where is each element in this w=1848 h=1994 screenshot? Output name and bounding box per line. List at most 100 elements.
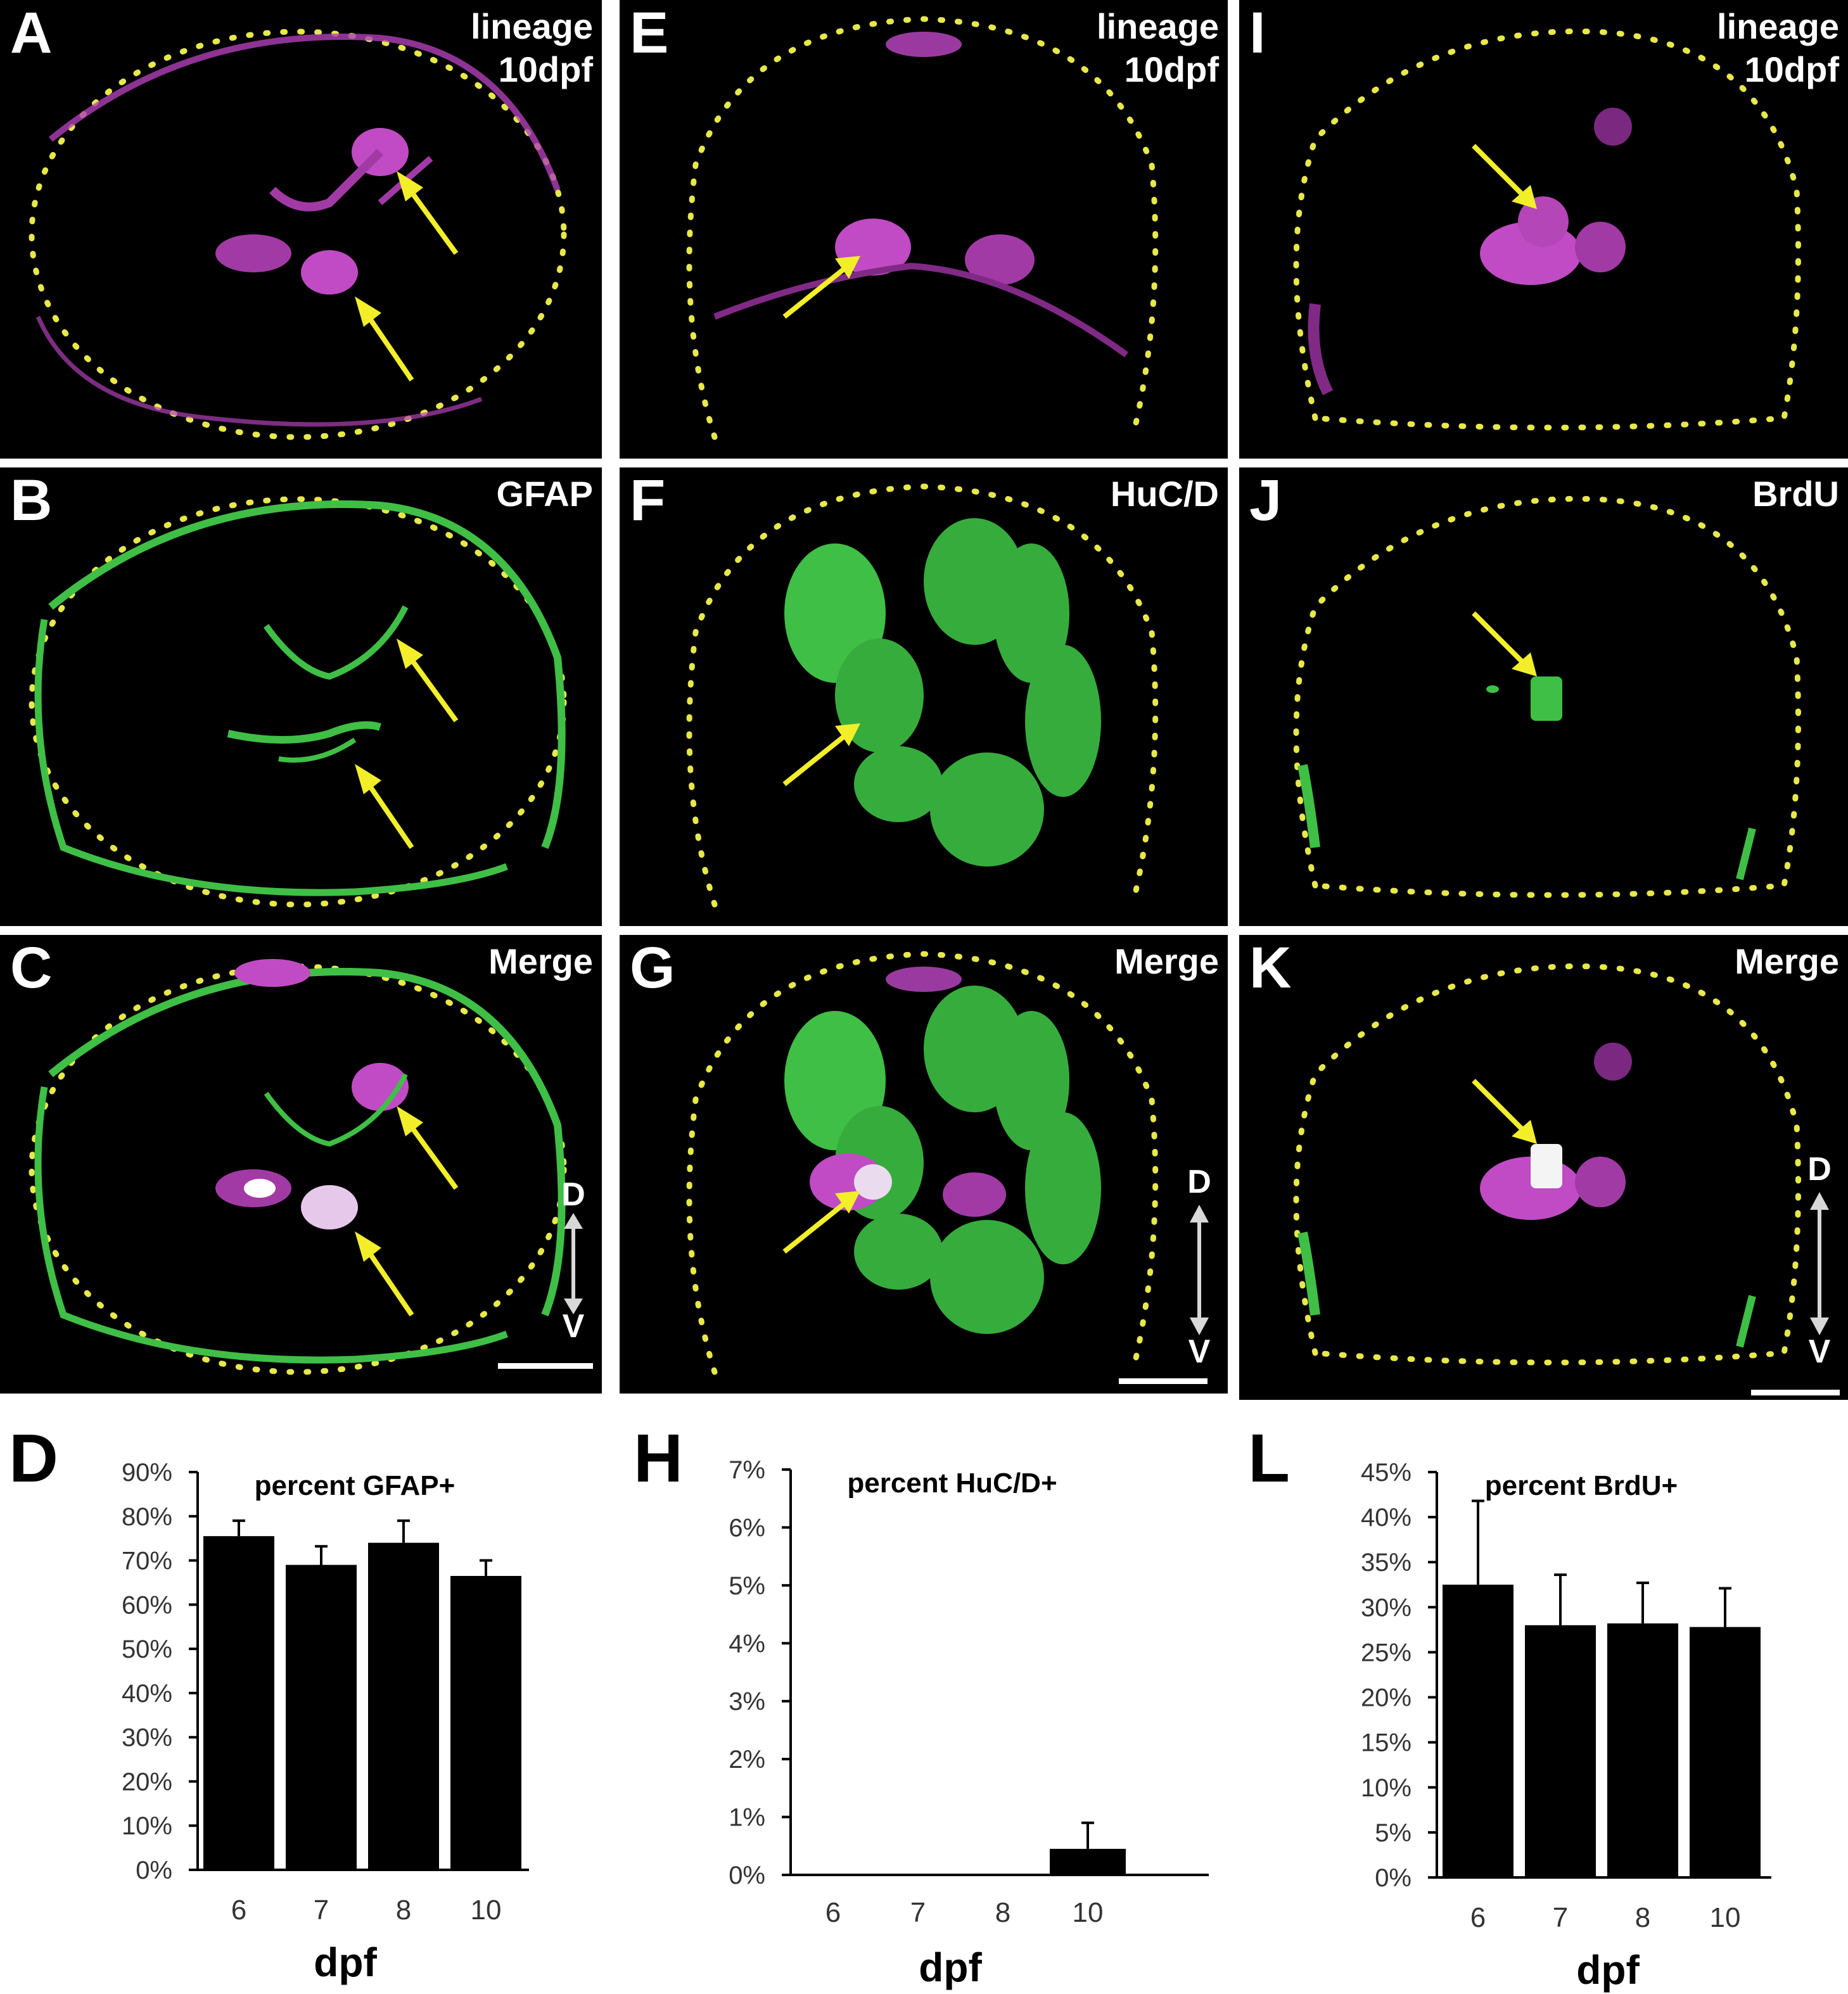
chart-svg: percent HuC/D+ 0% 1% 2% 3% 4% 5% 6% 7% 6 7 8 10 dpf	[729, 1456, 1209, 1990]
panel-label: C	[10, 936, 53, 1000]
scale-bar	[1751, 1390, 1840, 1395]
bar-chart-brdu: percent BrdU+ 0% 5% 10% 15% 20% 25% 30% 35% 40% 45…	[1239, 1425, 1848, 1994]
y-tick-label: 10%	[1361, 1774, 1411, 1802]
double-arrow-icon	[564, 1213, 583, 1314]
y-tick-label: 0%	[1375, 1864, 1411, 1892]
y-tick-label: 50%	[122, 1635, 172, 1663]
micrograph-image	[29, 29, 567, 440]
y-tick-label: 60%	[122, 1591, 172, 1619]
y-tick-label: 6%	[729, 1514, 765, 1542]
bar	[286, 1565, 357, 1870]
y-tick-label: 3%	[729, 1688, 765, 1716]
y-tick-label: 2%	[729, 1746, 765, 1774]
x-tick-label: 10	[471, 1895, 502, 1926]
micrograph-image	[29, 496, 567, 908]
y-tick-label: 15%	[1361, 1729, 1411, 1757]
panel-tag: lineage 10dpf	[1717, 6, 1839, 90]
micrograph-panel-c: C Merge D V	[0, 935, 602, 1394]
dorsal-ventral-axis: D V	[551, 1178, 596, 1343]
double-arrow-icon	[1190, 1205, 1209, 1335]
dorsal-ventral-axis: D V	[1797, 1153, 1842, 1368]
x-axis-label: dpf	[314, 1940, 377, 1985]
bar	[368, 1542, 439, 1870]
micrograph-image	[1293, 963, 1801, 1366]
y-tick-label: 40%	[122, 1680, 172, 1708]
bar	[1607, 1623, 1678, 1877]
bar	[1690, 1627, 1761, 1877]
dorsal-ventral-axis: D V	[1177, 1165, 1221, 1368]
y-tick-label: 40%	[1361, 1504, 1411, 1532]
y-tick-label: 5%	[1375, 1819, 1411, 1847]
dorsal-label: D	[1187, 1164, 1211, 1200]
y-tick-label: 4%	[729, 1630, 765, 1658]
y-tick-label: 0%	[729, 1862, 765, 1889]
ventral-label: V	[562, 1308, 585, 1345]
bar-chart-gfap: percent GFAP+ 0% 10% 20% 30% 40% 50% 60% 70% 80% 9…	[0, 1425, 602, 1994]
panel-label: H	[634, 1419, 683, 1496]
panel-label: G	[630, 936, 675, 1000]
panel-tag: Merge	[1114, 941, 1219, 981]
y-tick-label: 10%	[122, 1812, 172, 1840]
x-tick-label: 8	[1635, 1902, 1650, 1933]
x-axis-label: dpf	[919, 1945, 982, 1990]
x-tick-label: 7	[910, 1897, 926, 1928]
dorsal-label: D	[561, 1176, 585, 1213]
y-tick-label: 1%	[729, 1804, 765, 1832]
y-tick-label: 35%	[1361, 1549, 1411, 1577]
panel-label: L	[1248, 1419, 1290, 1496]
x-tick-label: 10	[1073, 1897, 1104, 1928]
y-tick-label: 90%	[122, 1459, 172, 1487]
micrograph-image	[686, 16, 1159, 440]
y-tick-label: 20%	[122, 1768, 172, 1796]
panel-label: A	[10, 1, 53, 65]
panel-label: K	[1249, 936, 1292, 1000]
scale-bar	[1119, 1378, 1208, 1384]
bar	[450, 1575, 521, 1870]
y-tick-label: 0%	[136, 1857, 172, 1884]
bar	[1525, 1625, 1596, 1877]
micrograph-image	[29, 959, 567, 1375]
ventral-label: V	[1188, 1333, 1211, 1370]
y-tick-label: 80%	[122, 1503, 172, 1531]
chart-title: percent BrdU+	[1485, 1470, 1678, 1501]
micrograph-panel-b: B GFAP	[0, 467, 602, 926]
panel-tag: BrdU	[1752, 474, 1839, 514]
y-tick-label: 5%	[729, 1572, 765, 1600]
chart-title: percent HuC/D+	[847, 1468, 1057, 1499]
panel-label: B	[10, 468, 53, 533]
y-tick-label: 20%	[1361, 1684, 1411, 1712]
chart-svg: percent BrdU+ 0% 5% 10% 15% 20% 25% 30% 35% 40% 45…	[1361, 1459, 1771, 1993]
panel-label: J	[1249, 468, 1282, 533]
y-tick-label: 25%	[1361, 1639, 1411, 1667]
x-tick-label: 10	[1710, 1902, 1741, 1933]
micrograph-panel-i: I lineage 10dpf	[1239, 0, 1848, 459]
scale-bar	[498, 1363, 593, 1369]
micrograph-panel-a: A lineage 10dpf	[0, 0, 602, 459]
panel-tag: Merge	[1735, 941, 1839, 981]
micrograph-panel-k: K Merge D V	[1239, 935, 1848, 1400]
x-tick-label: 6	[1470, 1902, 1486, 1933]
panel-label: I	[1249, 1, 1266, 65]
chart-title: percent GFAP+	[255, 1470, 456, 1501]
x-tick-label: 6	[231, 1895, 246, 1926]
panel-tag: lineage 10dpf	[1097, 6, 1219, 90]
micrograph-image	[1293, 28, 1801, 431]
double-arrow-icon	[1810, 1192, 1829, 1335]
y-tick-label: 30%	[122, 1724, 172, 1752]
x-tick-label: 8	[995, 1897, 1010, 1928]
micrograph-image	[686, 483, 1159, 908]
chart-svg: percent GFAP+ 0% 10% 20% 30% 40% 50% 60% 70% 80% 9…	[122, 1459, 529, 1985]
panel-label: E	[630, 1, 669, 65]
micrograph-panel-f: F HuC/D	[620, 467, 1228, 926]
micrograph-panel-g: G Merge D V	[620, 935, 1228, 1394]
bar	[1050, 1848, 1126, 1875]
panel-tag: lineage 10dpf	[471, 6, 593, 90]
micrograph-image	[1293, 495, 1801, 898]
x-axis-label: dpf	[1576, 1947, 1640, 1993]
panel-tag: GFAP	[496, 474, 593, 514]
micrograph-panel-j: J BrdU	[1239, 467, 1848, 926]
ventral-label: V	[1808, 1333, 1831, 1370]
y-tick-label: 70%	[122, 1547, 172, 1575]
x-tick-label: 6	[825, 1897, 841, 1928]
panel-tag: Merge	[488, 941, 593, 981]
